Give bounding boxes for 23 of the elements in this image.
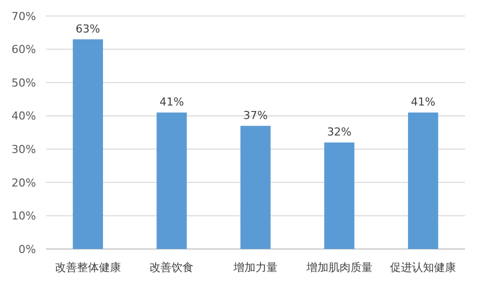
data-label: 37% bbox=[243, 108, 268, 122]
x-tick-label: 增加力量 bbox=[232, 261, 278, 274]
bar bbox=[240, 126, 271, 249]
data-label: 32% bbox=[327, 125, 352, 138]
y-tick-label: 10% bbox=[12, 210, 36, 223]
bar bbox=[156, 112, 187, 249]
y-tick-label: 70% bbox=[12, 10, 36, 23]
x-tick-label: 改善饮食 bbox=[150, 261, 194, 274]
x-tick-label: 改善整体健康 bbox=[54, 261, 121, 274]
y-tick-label: 30% bbox=[12, 142, 36, 156]
y-tick-label: 0% bbox=[18, 242, 36, 256]
data-label: 41% bbox=[159, 96, 184, 109]
bar bbox=[324, 142, 354, 249]
bar bbox=[72, 39, 103, 249]
y-tick-label: 40% bbox=[12, 110, 36, 123]
data-label: 63% bbox=[76, 22, 100, 36]
y-tick-label: 60% bbox=[12, 43, 36, 56]
x-tick-label: 促进认知健康 bbox=[390, 261, 456, 274]
y-tick-label: 20% bbox=[12, 176, 36, 190]
bar bbox=[408, 112, 438, 249]
y-tick-label: 50% bbox=[12, 76, 36, 90]
data-label: 41% bbox=[410, 96, 436, 109]
x-tick-label: 增加肌肉质量 bbox=[305, 261, 372, 274]
